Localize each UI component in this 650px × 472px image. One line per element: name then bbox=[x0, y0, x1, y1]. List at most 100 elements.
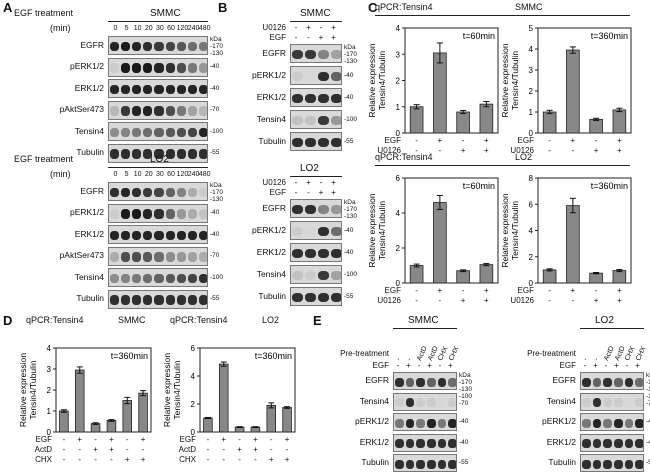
blot-band bbox=[121, 252, 131, 262]
bar bbox=[566, 49, 580, 134]
blot-band bbox=[292, 204, 303, 215]
condition-sign: - bbox=[319, 178, 323, 187]
blot-row-label: Tubulin bbox=[258, 290, 286, 301]
blot-band bbox=[603, 398, 612, 407]
blot-band bbox=[154, 209, 164, 219]
condition-sign: + bbox=[484, 136, 489, 145]
blot-row-label: Tubulin bbox=[258, 135, 286, 146]
egf-header: EGF bbox=[372, 361, 389, 370]
y-tick-label: 0 bbox=[529, 129, 534, 138]
blot-band bbox=[187, 84, 197, 95]
blot-band bbox=[187, 41, 197, 52]
blot-band bbox=[614, 377, 623, 387]
condition-sign: - bbox=[461, 286, 465, 295]
condition-sign: + bbox=[484, 296, 489, 305]
chart-cell-line: SMMC bbox=[118, 315, 146, 325]
y-axis-label-line: Tensin4/Tubulin bbox=[510, 51, 520, 110]
treatment-label: EGF treatment bbox=[14, 154, 74, 164]
blot-band bbox=[143, 295, 153, 305]
condition-label: U0126 bbox=[510, 296, 534, 305]
blot-band bbox=[176, 106, 186, 116]
y-tick-label: 4 bbox=[396, 209, 401, 218]
blot-band bbox=[318, 270, 329, 281]
blot-band bbox=[165, 209, 175, 219]
y-tick-label: 4 bbox=[191, 372, 196, 381]
mw-marker: -100 bbox=[344, 270, 358, 278]
blot-band bbox=[154, 41, 164, 52]
condition-sign: - bbox=[415, 296, 418, 305]
blot-band bbox=[176, 127, 186, 138]
blot-band bbox=[154, 63, 164, 73]
blot-strip bbox=[393, 392, 457, 411]
condition-sign: + bbox=[617, 136, 622, 145]
y-tick-label: 4 bbox=[47, 344, 52, 353]
blot-band bbox=[165, 127, 175, 138]
condition-label: CHX bbox=[179, 455, 196, 464]
blot-band bbox=[624, 398, 634, 407]
blot-band bbox=[305, 115, 316, 126]
mw-marker: kDa bbox=[459, 372, 471, 379]
blot-band bbox=[448, 377, 456, 387]
blot-band bbox=[292, 93, 303, 104]
blot-band bbox=[318, 49, 329, 60]
blot-row-label: pERK1/2 bbox=[541, 416, 576, 426]
blot-band bbox=[132, 63, 142, 73]
blot-band bbox=[121, 106, 131, 116]
blot-band bbox=[198, 84, 207, 95]
condition-sign: - bbox=[438, 296, 442, 305]
blot-band bbox=[132, 84, 142, 95]
blot-band bbox=[198, 273, 207, 284]
condition-sign: - bbox=[548, 146, 551, 155]
mw-marker: -55 bbox=[344, 137, 354, 145]
blot-band bbox=[292, 115, 303, 126]
cell-line-label: LO2 bbox=[150, 154, 169, 165]
condition-sign: + bbox=[140, 455, 146, 464]
mw-marker: kDa bbox=[210, 182, 222, 189]
condition-sign: - bbox=[62, 445, 66, 454]
blot-band bbox=[635, 418, 643, 428]
egf-sign: - bbox=[583, 361, 587, 370]
condition-sign: - bbox=[78, 455, 82, 464]
mw-marker: -170 bbox=[459, 379, 473, 386]
blot-band bbox=[318, 137, 329, 148]
blot-strip bbox=[393, 372, 457, 390]
blot-band bbox=[110, 106, 120, 116]
condition-label: EGF bbox=[384, 136, 401, 145]
mw-marker: -130 bbox=[459, 386, 473, 393]
blot-band bbox=[331, 49, 341, 60]
condition-label: U0126 bbox=[377, 146, 401, 155]
panel-label-d: D bbox=[3, 313, 13, 328]
blot-band bbox=[154, 295, 164, 305]
blot-row-label: Tensin4 bbox=[359, 395, 389, 406]
blot-row-label: Tubulin bbox=[548, 457, 576, 467]
bar bbox=[203, 417, 213, 433]
condition-sign: + bbox=[617, 286, 622, 295]
blot-band bbox=[603, 439, 612, 448]
egf-sign: - bbox=[396, 361, 400, 370]
condition-label: ActD bbox=[178, 445, 196, 454]
blot-strip bbox=[393, 413, 457, 431]
time-annotation: t=360min bbox=[111, 351, 148, 361]
blot-row-label: Tubulin bbox=[361, 457, 389, 467]
blot-band bbox=[448, 398, 456, 407]
blot-band bbox=[121, 84, 131, 95]
blot-band bbox=[318, 93, 329, 104]
cell-line-label: LO2 bbox=[300, 163, 319, 174]
y-tick-label: 6 bbox=[191, 344, 196, 353]
bar bbox=[409, 106, 424, 134]
condition-sign: - bbox=[294, 23, 298, 32]
egf-header: EGF bbox=[559, 361, 576, 370]
blot-band bbox=[318, 204, 329, 215]
blot-band bbox=[305, 270, 316, 281]
egf-sign: + bbox=[593, 361, 598, 370]
blot-band bbox=[395, 418, 404, 428]
time-point-label: 10 bbox=[133, 171, 142, 178]
blot-band bbox=[318, 115, 329, 126]
condition-sign: - bbox=[594, 136, 598, 145]
condition-sign: + bbox=[109, 435, 114, 444]
blot-band bbox=[592, 398, 602, 407]
blot-band bbox=[198, 127, 207, 138]
time-point-label: 10 bbox=[133, 25, 142, 32]
blot-row-label: pERK1/2 bbox=[69, 61, 104, 71]
